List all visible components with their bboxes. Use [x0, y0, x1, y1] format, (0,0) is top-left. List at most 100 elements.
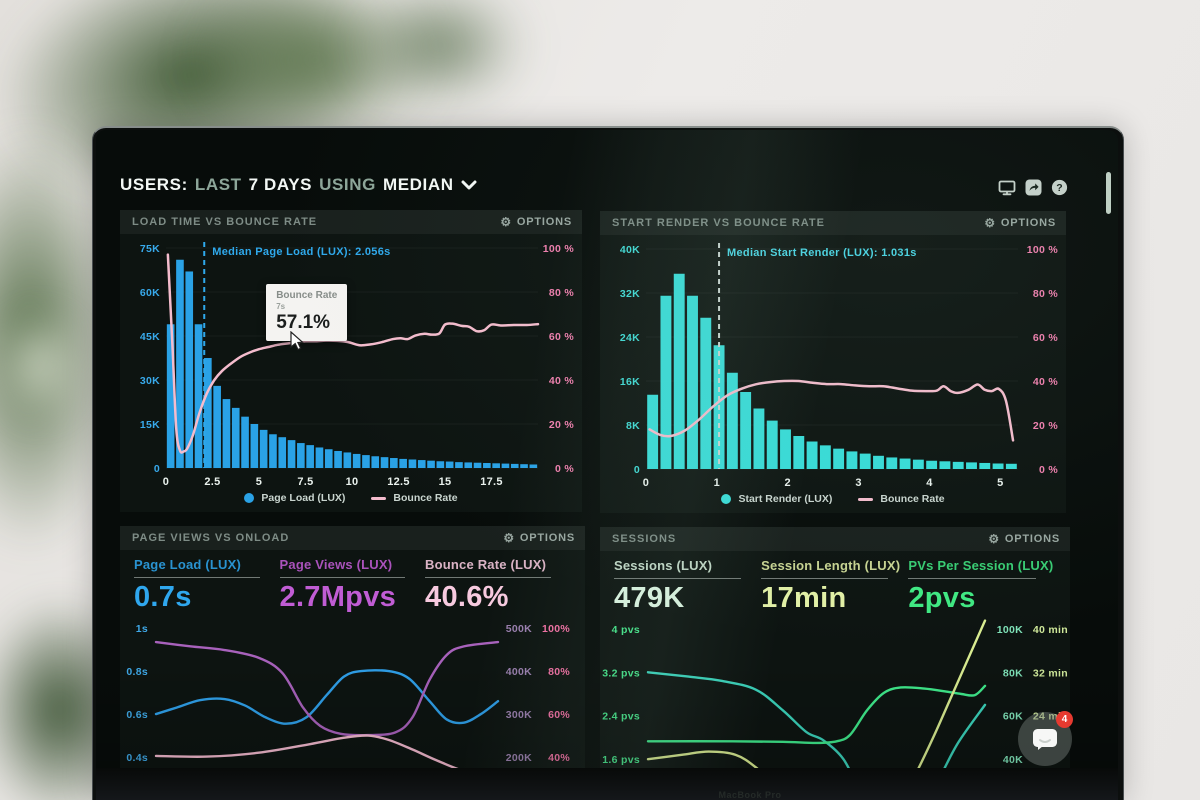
dashboard-screen: USERS: LAST 7 DAYS USING MEDIAN ? — [96, 130, 1118, 768]
laptop-bezel: MacBook Pro — [96, 768, 1118, 800]
options-button[interactable]: ⚙ OPTIONS — [988, 532, 1060, 546]
title-segment: USERS: — [120, 175, 188, 194]
svg-text:80%: 80% — [548, 666, 570, 678]
svg-text:20 %: 20 % — [549, 419, 574, 431]
svg-text:15K: 15K — [140, 419, 160, 431]
svg-text:Median Start Render (LUX): 1.0: Median Start Render (LUX): 1.031s — [727, 247, 917, 259]
legend-line-swatch — [858, 497, 874, 501]
svg-text:5: 5 — [997, 477, 1003, 489]
share-icon[interactable] — [1025, 179, 1042, 196]
svg-text:5: 5 — [256, 476, 262, 488]
svg-text:40%: 40% — [548, 752, 570, 764]
svg-text:0.4s: 0.4s — [126, 752, 148, 764]
svg-text:12.5: 12.5 — [387, 476, 410, 488]
gear-icon: ⚙ — [984, 216, 996, 230]
svg-text:1: 1 — [714, 477, 720, 489]
svg-text:400K: 400K — [506, 666, 532, 678]
svg-text:60%: 60% — [548, 709, 570, 721]
svg-text:7.5: 7.5 — [297, 476, 313, 488]
options-button[interactable]: ⚙ OPTIONS — [984, 216, 1056, 230]
gear-icon: ⚙ — [503, 531, 515, 545]
svg-text:1.6 pvs: 1.6 pvs — [602, 754, 640, 766]
scrollbar-thumb[interactable] — [1106, 172, 1111, 214]
svg-text:60 %: 60 % — [549, 331, 574, 343]
svg-text:Median Page Load (LUX): 2.056s: Median Page Load (LUX): 2.056s — [212, 246, 390, 258]
svg-text:0: 0 — [154, 463, 160, 475]
svg-text:100 %: 100 % — [543, 243, 575, 255]
users-period-dropdown[interactable]: USERS: LAST 7 DAYS USING MEDIAN — [120, 175, 477, 195]
svg-text:30K: 30K — [140, 375, 160, 387]
options-button[interactable]: ⚙ OPTIONS — [503, 531, 575, 545]
svg-text:45K: 45K — [140, 331, 160, 343]
panel-start-render-vs-bounce-rate: START RENDER VS BOUNCE RATE ⚙ OPTIONS 40K… — [600, 211, 1066, 513]
title-segment: LAST — [194, 175, 242, 194]
svg-text:200K: 200K — [506, 752, 532, 764]
svg-text:80 %: 80 % — [1033, 288, 1058, 300]
svg-text:60K: 60K — [1003, 711, 1023, 723]
svg-text:0: 0 — [634, 464, 640, 476]
notification-badge: 4 — [1056, 711, 1073, 728]
legend-dot-swatch — [721, 494, 732, 504]
metrics-row: Sessions (LUX) 479K Session Length (LUX)… — [600, 551, 1070, 619]
gear-icon: ⚙ — [988, 532, 1000, 546]
svg-text:10: 10 — [346, 476, 359, 488]
chevron-down-icon — [461, 180, 477, 190]
svg-text:32 min: 32 min — [1033, 667, 1068, 679]
chat-bubble-icon — [1033, 729, 1057, 750]
svg-text:0: 0 — [643, 477, 649, 489]
svg-text:60K: 60K — [140, 287, 160, 299]
panel-sessions: SESSIONS ⚙ OPTIONS Sessions (LUX) 479K Se… — [600, 527, 1070, 768]
title-segment: USING — [319, 175, 376, 194]
title-segment: 7 DAYS — [248, 175, 313, 194]
metric-session-length: Session Length (LUX) 17min — [761, 558, 901, 614]
legend-line-swatch — [371, 496, 387, 500]
svg-text:40 min: 40 min — [1033, 624, 1068, 636]
svg-text:100%: 100% — [542, 623, 570, 635]
legend-item[interactable]: Page Load (LUX) — [244, 492, 345, 504]
svg-text:4: 4 — [926, 477, 933, 489]
metric-page-views: Page Views (LUX) 2.7Mpvs — [279, 557, 426, 618]
svg-text:2.4 pvs: 2.4 pvs — [602, 711, 640, 723]
plant-leaf-highlight — [0, 290, 100, 440]
metric-bounce-rate: Bounce Rate (LUX) 40.6% — [425, 557, 571, 618]
panel-page-views-vs-onload: PAGE VIEWS VS ONLOAD ⚙ OPTIONS Page Load … — [120, 526, 585, 768]
page-views-line-chart: 1s 500K 100% 0.8s 400K 80% 0.6s 300K 60% 0.4s 200K… — [126, 623, 570, 768]
svg-text:0 %: 0 % — [555, 463, 574, 475]
help-icon[interactable]: ? — [1051, 179, 1068, 196]
panel-load-time-vs-bounce-rate: LOAD TIME VS BOUNCE RATE ⚙ OPTIONS 75K 60K… — [120, 210, 582, 512]
sessions-line-chart: 4 pvs 100K 40 min 3.2 pvs 80K 32 min 2.4 pvs 60… — [602, 619, 1068, 768]
svg-text:24K: 24K — [620, 332, 640, 344]
legend-item[interactable]: Bounce Rate — [858, 493, 945, 505]
svg-text:0.6s: 0.6s — [126, 709, 148, 721]
svg-text:1s: 1s — [136, 623, 148, 635]
chart-legend: Page Load (LUX) Bounce Rate — [120, 486, 582, 510]
svg-text:2: 2 — [785, 477, 791, 489]
svg-text:17.5: 17.5 — [480, 476, 503, 488]
svg-text:8K: 8K — [626, 420, 640, 432]
svg-text:100K: 100K — [997, 624, 1023, 636]
panel-title: PAGE VIEWS VS ONLOAD — [132, 532, 290, 544]
title-segment: MEDIAN — [382, 175, 454, 194]
svg-text:0: 0 — [163, 476, 169, 488]
legend-item[interactable]: Bounce Rate — [371, 492, 458, 504]
svg-text:?: ? — [1056, 182, 1062, 194]
svg-text:3: 3 — [855, 477, 861, 489]
metric-page-load: Page Load (LUX) 0.7s — [134, 557, 280, 618]
svg-text:16K: 16K — [620, 376, 640, 388]
chat-widget-button[interactable]: 4 — [1018, 711, 1073, 766]
svg-text:300K: 300K — [506, 709, 532, 721]
svg-text:40 %: 40 % — [549, 375, 574, 387]
display-icon[interactable] — [998, 180, 1016, 196]
svg-text:100 %: 100 % — [1027, 244, 1059, 256]
metric-pvs-per-session: PVs Per Session (LUX) 2pvs — [908, 558, 1054, 614]
svg-text:0.8s: 0.8s — [126, 666, 148, 678]
legend-item[interactable]: Start Render (LUX) — [721, 493, 832, 505]
chart-legend: Start Render (LUX) Bounce Rate — [600, 487, 1066, 511]
options-button[interactable]: ⚙ OPTIONS — [500, 215, 572, 229]
svg-text:40 %: 40 % — [1033, 376, 1058, 388]
panel-title: LOAD TIME VS BOUNCE RATE — [132, 216, 318, 228]
svg-text:80K: 80K — [1003, 667, 1023, 679]
svg-text:20 %: 20 % — [1033, 420, 1058, 432]
panel-title: SESSIONS — [612, 533, 677, 545]
